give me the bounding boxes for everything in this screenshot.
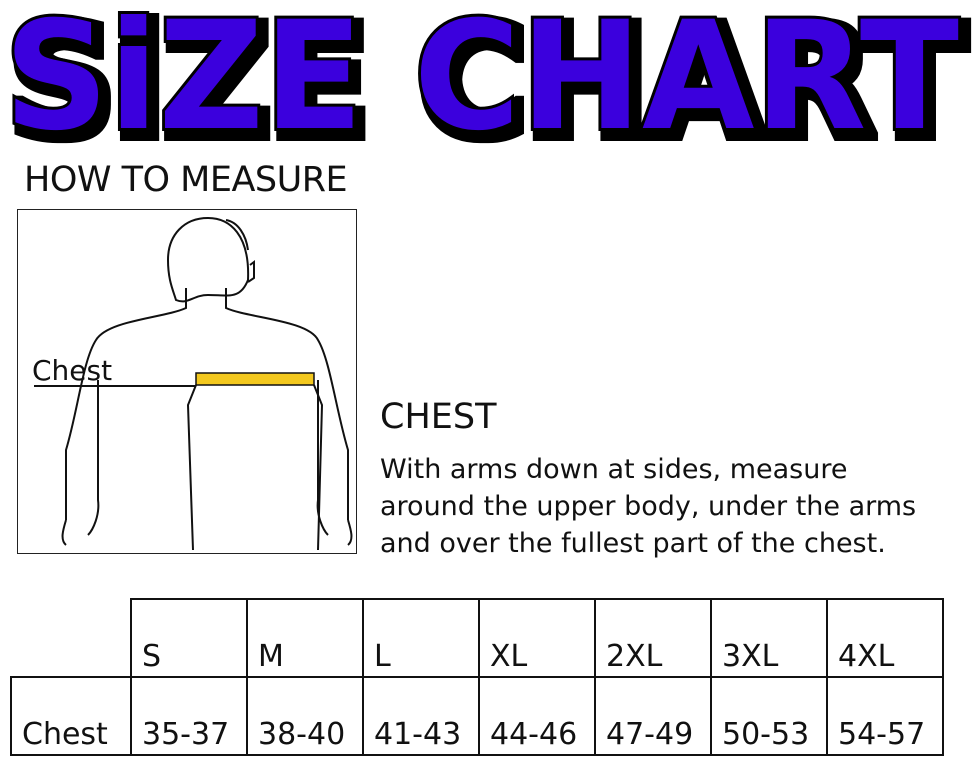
chest-value-cell: 38-40 <box>246 676 364 756</box>
size-header-row: S M L XL 2XL 3XL 4XL <box>11 598 944 678</box>
chest-instruction-line: and over the fullest part of the chest. <box>380 528 886 559</box>
row-label-cell: Chest <box>10 676 132 756</box>
chest-value-cell: 44-46 <box>478 676 596 756</box>
size-table: S M L XL 2XL 3XL 4XL Chest 35-37 38-40 4… <box>10 598 944 756</box>
chest-instruction-line: around the upper body, under the arms <box>380 491 917 522</box>
measuring-tape-icon <box>195 372 315 386</box>
title-text: SiZE CHART <box>4 0 959 150</box>
chest-heading: CHEST <box>380 397 497 437</box>
size-header-cell: 3XL <box>710 598 828 678</box>
chest-values-row: Chest 35-37 38-40 41-43 44-46 47-49 50-5… <box>10 676 944 756</box>
chest-instruction-line: With arms down at sides, measure <box>380 454 848 485</box>
measure-figure-box <box>17 209 357 554</box>
size-header-cell: S <box>130 598 248 678</box>
body-outline-illustration <box>34 216 353 551</box>
how-to-measure-heading: HOW TO MEASURE <box>24 160 348 200</box>
chest-value-cell: 35-37 <box>130 676 248 756</box>
size-header-cell: 4XL <box>826 598 944 678</box>
chest-value-cell: 54-57 <box>826 676 944 756</box>
chest-value-cell: 50-53 <box>710 676 828 756</box>
chest-value-cell: 41-43 <box>362 676 480 756</box>
chest-value-cell: 47-49 <box>594 676 712 756</box>
size-chart-title: SiZE CHART <box>1 0 962 150</box>
size-header-cell: L <box>362 598 480 678</box>
size-header-cell: XL <box>478 598 596 678</box>
size-header-cell: M <box>246 598 364 678</box>
size-header-cell: 2XL <box>594 598 712 678</box>
empty-corner-cell <box>11 599 131 677</box>
chest-figure-label: Chest <box>32 354 113 387</box>
